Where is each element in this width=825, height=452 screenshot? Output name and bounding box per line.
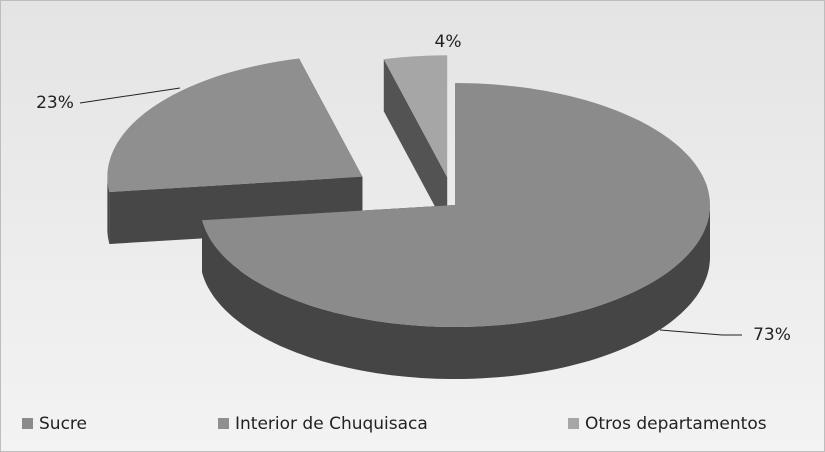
legend-swatch xyxy=(568,418,579,429)
legend-label: Sucre xyxy=(39,414,87,434)
slice xyxy=(202,83,710,327)
legend-label: Interior de Chuquisaca xyxy=(235,414,428,434)
leader-line xyxy=(79,87,181,104)
slice-side-shade xyxy=(202,205,710,379)
slice xyxy=(107,58,363,192)
legend-label: Otros departamentos xyxy=(585,414,767,434)
labels: 73% 23% 4% xyxy=(36,32,791,345)
data-label: 4% xyxy=(435,32,462,52)
slice-side-shade xyxy=(107,176,110,244)
data-label: 73% xyxy=(753,325,791,345)
slice-side-shade xyxy=(383,59,448,230)
slice xyxy=(383,55,448,178)
leader-line xyxy=(659,329,742,336)
data-label: 23% xyxy=(36,93,74,113)
pie xyxy=(107,55,710,379)
legend-swatch xyxy=(22,418,33,429)
legend: Sucre Interior de Chuquisaca Otros departa… xyxy=(22,414,767,434)
legend-swatch xyxy=(218,418,229,429)
